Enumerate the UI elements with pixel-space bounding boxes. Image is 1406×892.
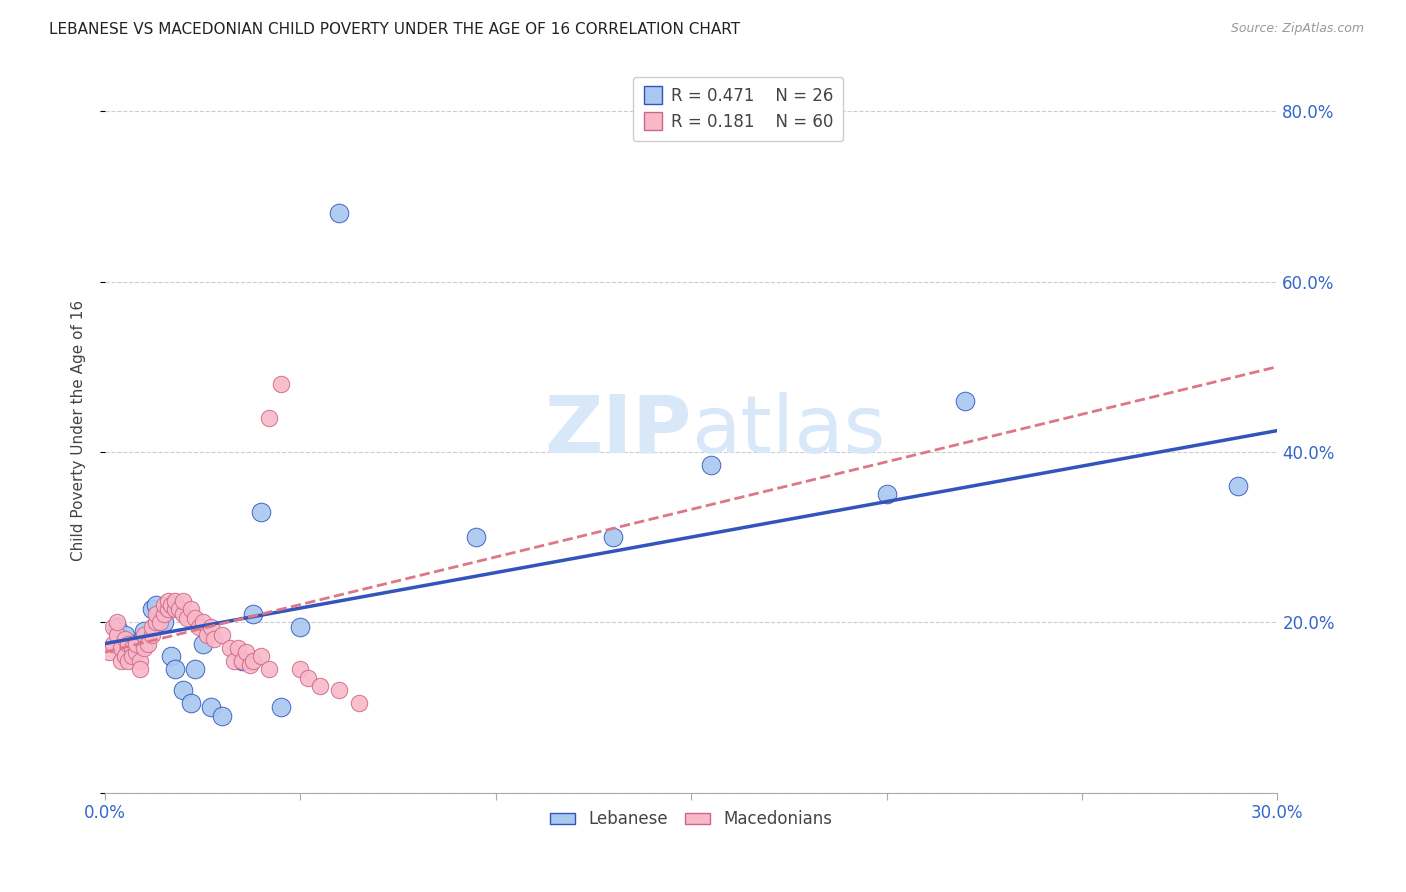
Point bbox=[132, 624, 155, 638]
Point bbox=[145, 607, 167, 621]
Point bbox=[328, 206, 350, 220]
Legend: Lebanese, Macedonians: Lebanese, Macedonians bbox=[544, 804, 839, 835]
Text: ZIP: ZIP bbox=[544, 392, 692, 469]
Point bbox=[152, 607, 174, 621]
Point bbox=[129, 662, 152, 676]
Point bbox=[1227, 479, 1250, 493]
Point bbox=[129, 654, 152, 668]
Point bbox=[309, 679, 332, 693]
Point bbox=[242, 607, 264, 621]
Point bbox=[257, 662, 280, 676]
Point bbox=[167, 602, 190, 616]
Point bbox=[297, 671, 319, 685]
Point bbox=[180, 602, 202, 616]
Point bbox=[172, 683, 194, 698]
Point bbox=[239, 657, 262, 672]
Point bbox=[184, 611, 207, 625]
Point bbox=[136, 636, 159, 650]
Text: atlas: atlas bbox=[692, 392, 886, 469]
Point bbox=[101, 619, 124, 633]
Point bbox=[602, 530, 624, 544]
Point bbox=[876, 487, 898, 501]
Point bbox=[180, 696, 202, 710]
Point bbox=[211, 628, 233, 642]
Point bbox=[226, 640, 249, 655]
Point bbox=[231, 654, 253, 668]
Point bbox=[141, 602, 163, 616]
Point bbox=[125, 645, 148, 659]
Point bbox=[231, 654, 253, 668]
Point bbox=[105, 619, 128, 633]
Point bbox=[110, 640, 132, 655]
Point bbox=[125, 636, 148, 650]
Point bbox=[141, 619, 163, 633]
Text: LEBANESE VS MACEDONIAN CHILD POVERTY UNDER THE AGE OF 16 CORRELATION CHART: LEBANESE VS MACEDONIAN CHILD POVERTY UND… bbox=[49, 22, 741, 37]
Point bbox=[200, 619, 222, 633]
Point bbox=[117, 636, 139, 650]
Point bbox=[172, 594, 194, 608]
Point bbox=[114, 628, 136, 642]
Point bbox=[105, 628, 128, 642]
Point bbox=[184, 662, 207, 676]
Point bbox=[250, 504, 273, 518]
Point bbox=[160, 599, 183, 613]
Point bbox=[110, 654, 132, 668]
Point bbox=[145, 599, 167, 613]
Point bbox=[235, 645, 257, 659]
Point bbox=[121, 640, 143, 655]
Point bbox=[465, 530, 488, 544]
Point bbox=[101, 636, 124, 650]
Point bbox=[152, 615, 174, 630]
Point bbox=[132, 640, 155, 655]
Point bbox=[156, 602, 179, 616]
Point bbox=[114, 649, 136, 664]
Point bbox=[242, 654, 264, 668]
Point bbox=[222, 654, 245, 668]
Point bbox=[176, 611, 198, 625]
Point bbox=[187, 619, 209, 633]
Point bbox=[149, 615, 172, 630]
Point bbox=[121, 636, 143, 650]
Point bbox=[132, 628, 155, 642]
Point bbox=[270, 376, 292, 391]
Point bbox=[219, 640, 242, 655]
Point bbox=[328, 683, 350, 698]
Point bbox=[160, 649, 183, 664]
Y-axis label: Child Poverty Under the Age of 16: Child Poverty Under the Age of 16 bbox=[72, 300, 86, 561]
Point bbox=[165, 602, 187, 616]
Point bbox=[257, 410, 280, 425]
Point bbox=[121, 649, 143, 664]
Point bbox=[211, 709, 233, 723]
Point bbox=[165, 662, 187, 676]
Point bbox=[191, 615, 214, 630]
Point bbox=[290, 619, 312, 633]
Point bbox=[125, 640, 148, 655]
Point bbox=[195, 628, 218, 642]
Text: Source: ZipAtlas.com: Source: ZipAtlas.com bbox=[1230, 22, 1364, 36]
Point bbox=[145, 615, 167, 630]
Point bbox=[141, 628, 163, 642]
Point bbox=[250, 649, 273, 664]
Point bbox=[191, 636, 214, 650]
Point bbox=[105, 615, 128, 630]
Point bbox=[202, 632, 225, 647]
Point bbox=[290, 662, 312, 676]
Point bbox=[700, 458, 723, 472]
Point bbox=[117, 654, 139, 668]
Point bbox=[172, 607, 194, 621]
Point bbox=[156, 594, 179, 608]
Point bbox=[97, 645, 120, 659]
Point bbox=[953, 393, 976, 408]
Point bbox=[347, 696, 370, 710]
Point bbox=[114, 632, 136, 647]
Point bbox=[165, 594, 187, 608]
Point bbox=[270, 700, 292, 714]
Point bbox=[200, 700, 222, 714]
Point bbox=[152, 599, 174, 613]
